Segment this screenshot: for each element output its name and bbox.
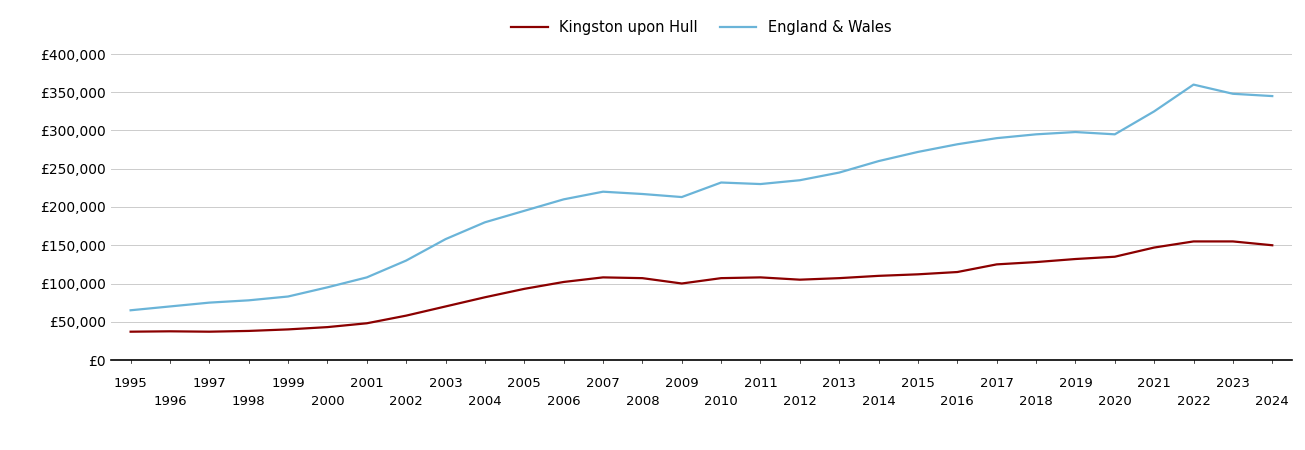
Text: 2003: 2003 — [428, 377, 462, 390]
Text: 2019: 2019 — [1058, 377, 1092, 390]
Text: 2002: 2002 — [389, 395, 423, 408]
Kingston upon Hull — [634, 275, 650, 281]
England & Wales — [162, 304, 177, 309]
England & Wales — [1265, 93, 1280, 99]
England & Wales — [1225, 91, 1241, 96]
Kingston upon Hull — [714, 275, 729, 281]
England & Wales — [556, 197, 572, 202]
Text: 2016: 2016 — [941, 395, 975, 408]
England & Wales — [595, 189, 611, 194]
Text: 2000: 2000 — [311, 395, 345, 408]
Text: 2012: 2012 — [783, 395, 817, 408]
Text: 1999: 1999 — [271, 377, 305, 390]
Kingston upon Hull — [517, 286, 532, 292]
Kingston upon Hull — [201, 329, 217, 334]
Kingston upon Hull — [910, 272, 925, 277]
Kingston upon Hull — [1186, 238, 1202, 244]
Kingston upon Hull — [1225, 238, 1241, 244]
Text: 2013: 2013 — [822, 377, 856, 390]
England & Wales — [517, 208, 532, 213]
Text: 2005: 2005 — [508, 377, 542, 390]
England & Wales — [714, 180, 729, 185]
Text: 2010: 2010 — [705, 395, 739, 408]
Text: 2021: 2021 — [1137, 377, 1171, 390]
England & Wales — [437, 236, 453, 242]
England & Wales — [1186, 82, 1202, 87]
England & Wales — [201, 300, 217, 305]
Kingston upon Hull — [123, 329, 138, 334]
England & Wales — [123, 308, 138, 313]
Kingston upon Hull — [595, 274, 611, 280]
England & Wales — [673, 194, 689, 200]
England & Wales — [753, 181, 769, 187]
Text: 1997: 1997 — [192, 377, 226, 390]
Text: 2004: 2004 — [468, 395, 501, 408]
Kingston upon Hull — [1028, 259, 1044, 265]
England & Wales — [1146, 108, 1161, 114]
Text: 2007: 2007 — [586, 377, 620, 390]
Kingston upon Hull — [359, 320, 375, 326]
Text: 2020: 2020 — [1098, 395, 1131, 408]
Legend: Kingston upon Hull, England & Wales: Kingston upon Hull, England & Wales — [505, 14, 898, 41]
Text: 2006: 2006 — [547, 395, 581, 408]
Text: 2001: 2001 — [350, 377, 384, 390]
England & Wales — [241, 297, 257, 303]
Kingston upon Hull — [162, 328, 177, 334]
Text: 2017: 2017 — [980, 377, 1014, 390]
England & Wales — [1107, 131, 1122, 137]
Kingston upon Hull — [556, 279, 572, 285]
England & Wales — [359, 274, 375, 280]
Kingston upon Hull — [989, 261, 1005, 267]
Text: 2014: 2014 — [861, 395, 895, 408]
Text: 1996: 1996 — [153, 395, 187, 408]
Text: 2015: 2015 — [900, 377, 934, 390]
Line: Kingston upon Hull: Kingston upon Hull — [130, 241, 1272, 332]
Text: 2022: 2022 — [1177, 395, 1211, 408]
Kingston upon Hull — [792, 277, 808, 283]
Kingston upon Hull — [281, 327, 296, 332]
Text: 2018: 2018 — [1019, 395, 1053, 408]
England & Wales — [478, 220, 493, 225]
Text: 2024: 2024 — [1255, 395, 1289, 408]
Text: 2023: 2023 — [1216, 377, 1250, 390]
Text: 1995: 1995 — [114, 377, 147, 390]
England & Wales — [870, 158, 886, 164]
England & Wales — [831, 170, 847, 175]
England & Wales — [398, 258, 414, 263]
Kingston upon Hull — [950, 269, 966, 274]
Kingston upon Hull — [1146, 245, 1161, 250]
England & Wales — [320, 284, 335, 290]
Kingston upon Hull — [1265, 243, 1280, 248]
England & Wales — [634, 191, 650, 197]
Kingston upon Hull — [398, 313, 414, 318]
Kingston upon Hull — [753, 274, 769, 280]
Kingston upon Hull — [831, 275, 847, 281]
Text: 2011: 2011 — [744, 377, 778, 390]
Kingston upon Hull — [870, 273, 886, 279]
Kingston upon Hull — [1107, 254, 1122, 259]
England & Wales — [281, 294, 296, 299]
Kingston upon Hull — [673, 281, 689, 286]
England & Wales — [950, 142, 966, 147]
England & Wales — [989, 135, 1005, 141]
England & Wales — [792, 177, 808, 183]
Kingston upon Hull — [478, 295, 493, 300]
England & Wales — [1067, 129, 1083, 135]
Kingston upon Hull — [241, 328, 257, 333]
Text: 2009: 2009 — [666, 377, 698, 390]
Kingston upon Hull — [1067, 256, 1083, 262]
England & Wales — [910, 149, 925, 155]
Text: 1998: 1998 — [232, 395, 265, 408]
Kingston upon Hull — [320, 324, 335, 330]
England & Wales — [1028, 131, 1044, 137]
Text: 2008: 2008 — [625, 395, 659, 408]
Line: England & Wales: England & Wales — [130, 85, 1272, 310]
Kingston upon Hull — [437, 304, 453, 309]
